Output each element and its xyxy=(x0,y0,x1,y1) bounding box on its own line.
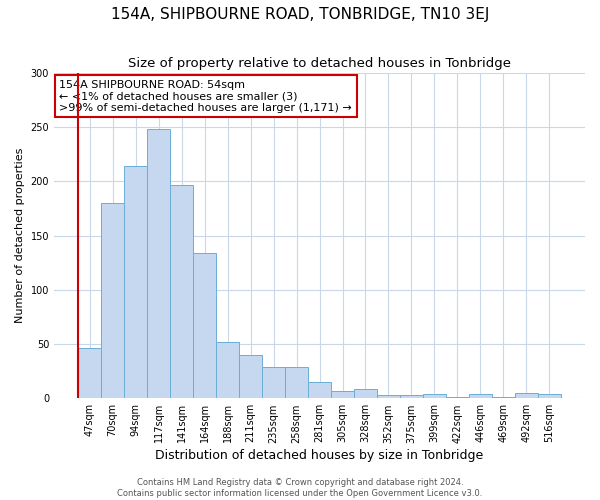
Bar xyxy=(285,367,308,398)
Bar xyxy=(78,348,101,399)
Bar xyxy=(515,393,538,398)
Bar xyxy=(377,395,400,398)
Text: 154A, SHIPBOURNE ROAD, TONBRIDGE, TN10 3EJ: 154A, SHIPBOURNE ROAD, TONBRIDGE, TN10 3… xyxy=(111,8,489,22)
Text: Contains HM Land Registry data © Crown copyright and database right 2024.
Contai: Contains HM Land Registry data © Crown c… xyxy=(118,478,482,498)
X-axis label: Distribution of detached houses by size in Tonbridge: Distribution of detached houses by size … xyxy=(155,450,484,462)
Bar xyxy=(308,382,331,398)
Bar xyxy=(423,394,446,398)
Bar xyxy=(124,166,147,398)
Bar xyxy=(354,388,377,398)
Bar xyxy=(446,397,469,398)
Title: Size of property relative to detached houses in Tonbridge: Size of property relative to detached ho… xyxy=(128,58,511,70)
Bar xyxy=(193,253,216,398)
Y-axis label: Number of detached properties: Number of detached properties xyxy=(15,148,25,324)
Bar xyxy=(239,355,262,399)
Bar xyxy=(101,203,124,398)
Text: 154A SHIPBOURNE ROAD: 54sqm
← <1% of detached houses are smaller (3)
>99% of sem: 154A SHIPBOURNE ROAD: 54sqm ← <1% of det… xyxy=(59,80,352,113)
Bar xyxy=(216,342,239,398)
Bar xyxy=(400,395,423,398)
Bar xyxy=(262,367,285,398)
Bar xyxy=(492,397,515,398)
Bar xyxy=(170,184,193,398)
Bar xyxy=(538,394,561,398)
Bar xyxy=(147,130,170,398)
Bar xyxy=(331,390,354,398)
Bar xyxy=(469,394,492,398)
